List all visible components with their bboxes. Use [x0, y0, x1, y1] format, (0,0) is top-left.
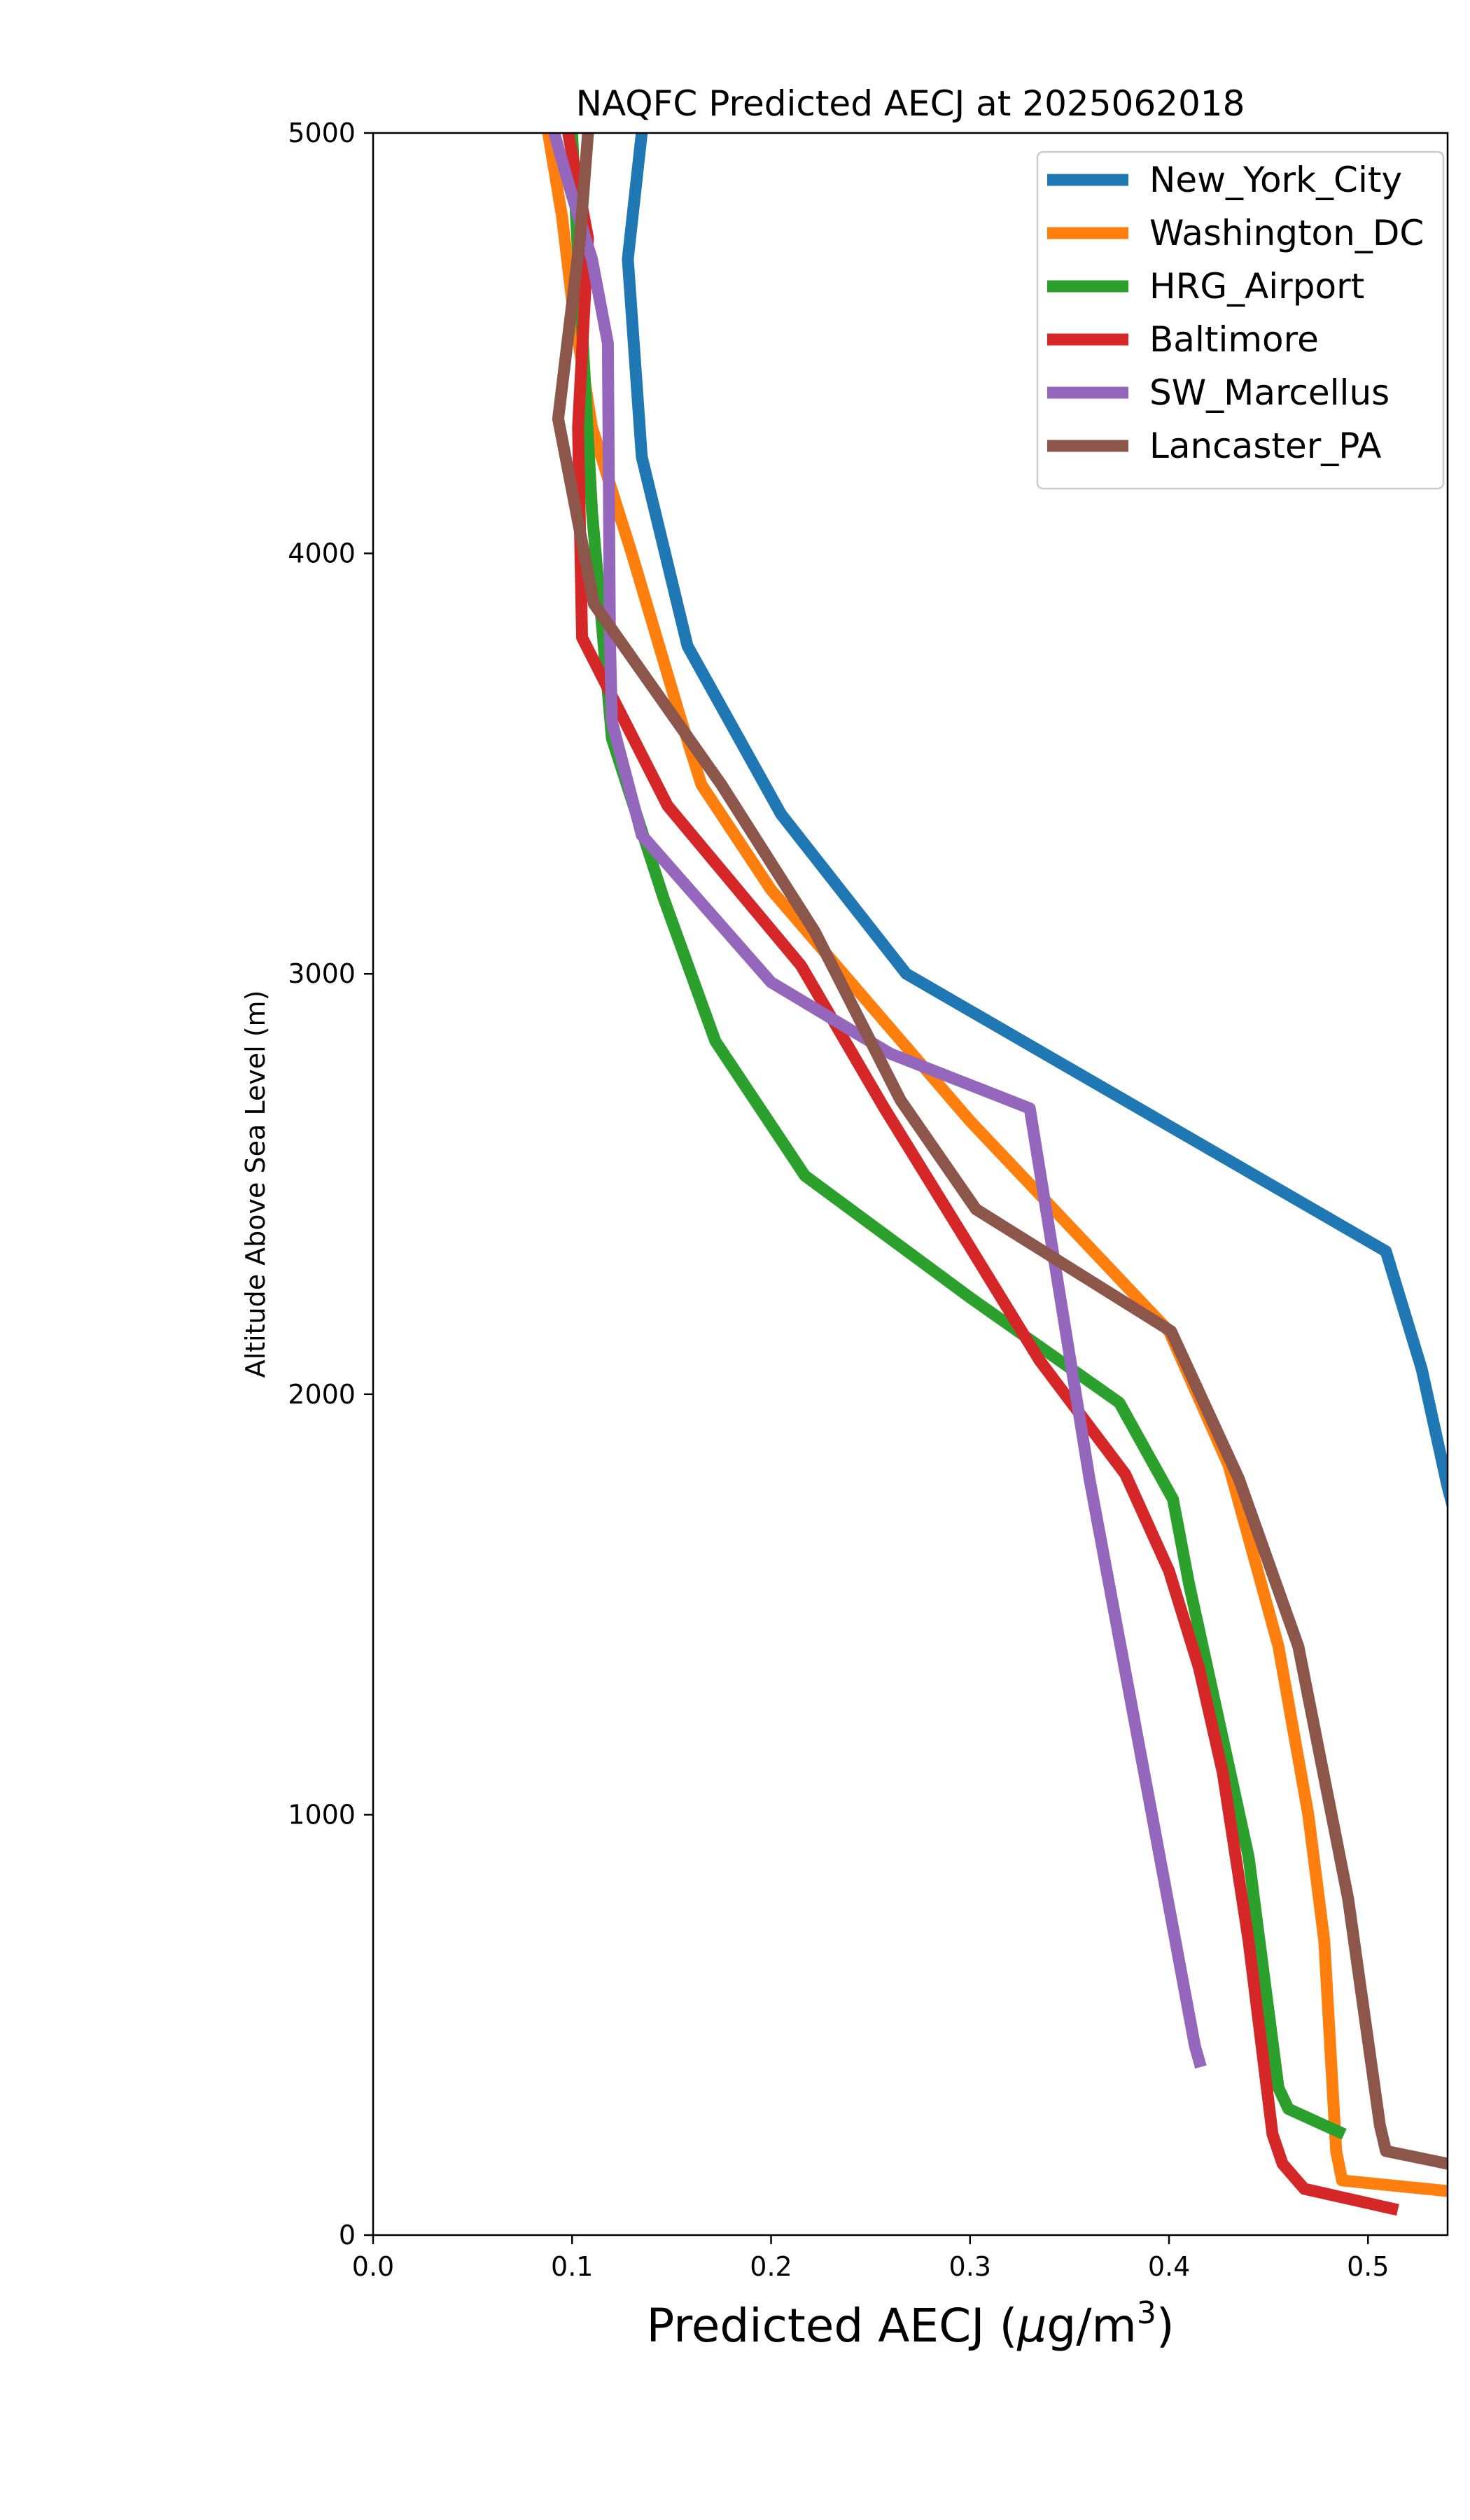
x-axis-label-mu: μ [1016, 2299, 1046, 2353]
legend: New_York_City Washington_DC HRG_Airport Bal… [1036, 150, 1445, 490]
x-tick-label: 0.0 [352, 2251, 394, 2282]
x-axis-label: Predicted AECJ (μg/m3) [646, 2295, 1174, 2353]
series-line-lancaster-pa [552, 133, 1448, 2170]
chart-title: NAQFC Predicted AECJ at 2025062018 [576, 83, 1245, 124]
x-tick-label: 0.4 [1148, 2251, 1190, 2282]
x-tick-label: 0.1 [551, 2251, 593, 2282]
y-tick-label: 1000 [288, 1799, 356, 1830]
series-layer [542, 133, 1448, 2216]
y-tick-label: 4000 [288, 538, 356, 569]
legend-label-sw-marcellus: SW_Marcellus [1149, 372, 1390, 413]
plot-frame [372, 132, 1449, 2236]
x-tick-label: 0.5 [1347, 2251, 1389, 2282]
series-line-hrg-airport [566, 133, 1347, 2140]
legend-label-baltimore: Baltimore [1149, 319, 1319, 360]
y-tick-label: 3000 [288, 958, 356, 989]
legend-label-new-york-city: New_York_City [1149, 160, 1402, 200]
y-tick-label: 0 [339, 2220, 356, 2250]
x-axis: 0.0 0.1 0.2 0.3 0.4 0.5 [352, 2235, 1390, 2282]
x-axis-label-prefix: Predicted AECJ ( [646, 2299, 1017, 2353]
y-tick-label: 2000 [288, 1379, 356, 1410]
x-axis-label-suffix: ) [1156, 2299, 1175, 2353]
legend-label-hrg-airport: HRG_Airport [1149, 266, 1364, 307]
x-axis-label-unit: g/m [1046, 2299, 1136, 2353]
series-line-sw-marcellus [548, 133, 1207, 2069]
y-axis: 0 1000 2000 3000 4000 5000 [288, 118, 373, 2250]
y-tick-label: 5000 [288, 118, 356, 148]
x-tick-label: 0.2 [750, 2251, 792, 2282]
legend-label-lancaster-pa: Lancaster_PA [1149, 426, 1381, 466]
x-axis-label-sup: 3 [1137, 2295, 1156, 2331]
x-tick-label: 0.3 [949, 2251, 991, 2282]
series-line-new-york-city [622, 133, 1448, 1511]
y-axis-label: Altitude Above Sea Level (m) [240, 990, 271, 1378]
legend-box [1036, 150, 1445, 490]
legend-label-washington-dc: Washington_DC [1149, 213, 1424, 253]
